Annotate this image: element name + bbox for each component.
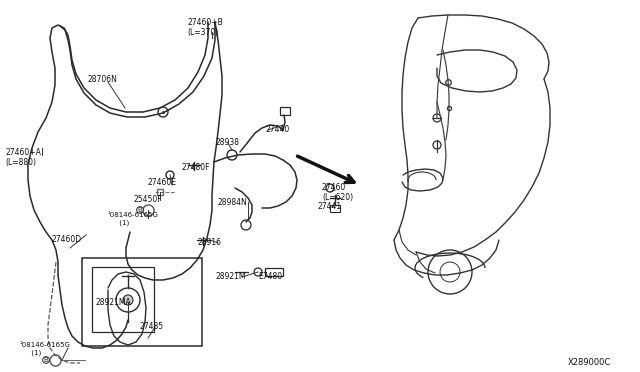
Bar bbox=[265, 268, 283, 276]
Text: 27440: 27440 bbox=[265, 125, 289, 134]
Text: 27460E: 27460E bbox=[148, 178, 177, 187]
Text: 27485: 27485 bbox=[140, 322, 164, 331]
Text: 28921M: 28921M bbox=[215, 272, 246, 281]
Bar bbox=[82, 258, 202, 346]
Circle shape bbox=[123, 295, 133, 305]
Text: B: B bbox=[138, 207, 142, 213]
Bar bbox=[280, 107, 290, 115]
Text: 28916: 28916 bbox=[197, 238, 221, 247]
Text: 27460
(L=620): 27460 (L=620) bbox=[322, 183, 353, 202]
Text: 27460+B
(L=370): 27460+B (L=370) bbox=[187, 18, 223, 38]
Text: ¹08146-6165G
     (1): ¹08146-6165G (1) bbox=[20, 342, 71, 356]
Text: 28921MA: 28921MA bbox=[95, 298, 131, 307]
Text: 28938: 28938 bbox=[215, 138, 239, 147]
Bar bbox=[330, 205, 340, 212]
Text: B: B bbox=[44, 357, 49, 363]
Text: 28706N: 28706N bbox=[88, 75, 118, 84]
Text: 28984N: 28984N bbox=[218, 198, 248, 207]
Text: X289000C: X289000C bbox=[568, 358, 611, 367]
Bar bbox=[92, 267, 154, 332]
Text: E7480: E7480 bbox=[258, 272, 282, 281]
Text: 27480F: 27480F bbox=[182, 163, 211, 172]
Text: 27460D: 27460D bbox=[52, 235, 82, 244]
Text: 27460+A
(L=880): 27460+A (L=880) bbox=[5, 148, 41, 167]
Text: 27441: 27441 bbox=[318, 202, 342, 211]
Text: ¹08146-6165G
     (1): ¹08146-6165G (1) bbox=[108, 212, 159, 225]
Text: 25450F: 25450F bbox=[133, 195, 162, 204]
